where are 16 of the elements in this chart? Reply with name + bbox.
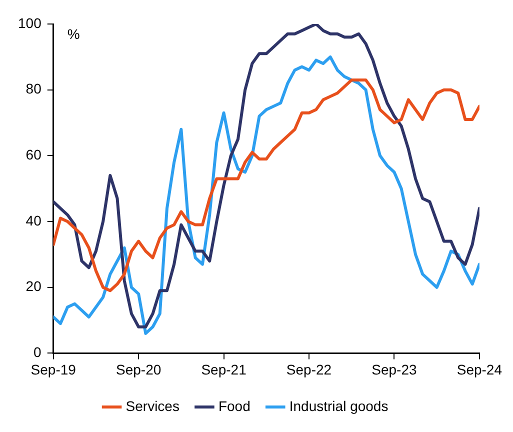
x-tick-label: Sep-19 <box>30 361 76 378</box>
annotation: % <box>67 26 80 42</box>
legend-label: Food <box>218 398 250 414</box>
y-tick-label: 0 <box>34 344 42 360</box>
x-tick-label: Sep-24 <box>456 361 502 378</box>
y-tick-label: 40 <box>26 212 42 228</box>
y-tick-label: 20 <box>26 278 42 294</box>
x-tick-label: Sep-23 <box>372 361 417 378</box>
x-tick-label: Sep-22 <box>286 361 332 378</box>
y-tick-label: 60 <box>26 146 42 163</box>
y-tick-label: 100 <box>18 14 42 31</box>
legend-label: Services <box>126 398 180 414</box>
x-tick-label: Sep-21 <box>201 361 247 378</box>
legend-label: Industrial goods <box>289 398 388 414</box>
x-tick-label: Sep-20 <box>116 361 162 378</box>
y-tick-label: 80 <box>26 80 42 97</box>
